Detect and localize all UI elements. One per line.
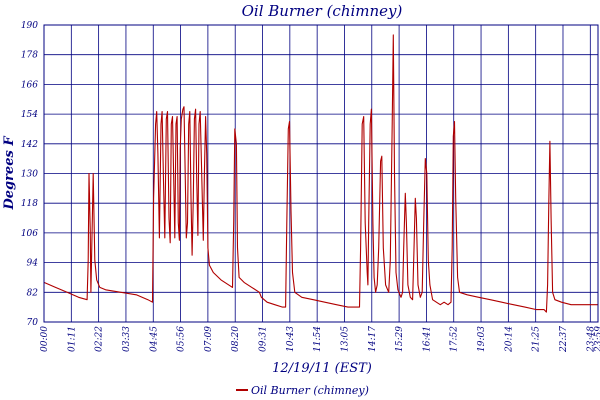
x-tick-label: 10:43 xyxy=(286,326,296,352)
plot-frame xyxy=(43,24,599,323)
legend: Oil Burner (chimney) xyxy=(236,384,369,397)
y-tick-label: 94 xyxy=(27,259,39,269)
x-tick-label: 15:29 xyxy=(395,326,405,352)
x-tick-label: 11:54 xyxy=(313,326,323,352)
y-tick-label: 106 xyxy=(21,229,38,239)
y-axis-title: Degrees F xyxy=(2,136,17,211)
x-tick-label: 17:52 xyxy=(450,326,460,352)
x-tick-label: 22:37 xyxy=(559,326,569,353)
x-tick-label: 21:25 xyxy=(532,326,542,353)
x-tick-label: 19:03 xyxy=(477,326,487,352)
x-tick-label: 01:11 xyxy=(67,326,77,352)
x-tick-label: 07:09 xyxy=(204,326,214,352)
y-tick-label: 118 xyxy=(21,199,38,209)
y-tick-label: 190 xyxy=(21,21,38,31)
y-tick-label: 130 xyxy=(21,170,38,180)
x-tick-label: 05:56 xyxy=(177,326,187,352)
y-tick-label: 166 xyxy=(21,80,38,90)
x-tick-label: 23:59 xyxy=(594,326,600,353)
x-axis-title: 12/19/11 (EST) xyxy=(272,361,372,376)
x-tick-label: 02:22 xyxy=(95,326,105,352)
x-tick-label: 20:14 xyxy=(504,326,514,353)
y-tick-label: 142 xyxy=(21,140,38,150)
legend-label: Oil Burner (chimney) xyxy=(251,384,369,397)
y-tick-label: 178 xyxy=(21,51,38,61)
y-tick-label: 70 xyxy=(27,318,39,328)
x-tick-label: 13:05 xyxy=(340,326,350,352)
y-tick-label: 82 xyxy=(27,288,39,298)
chart-title: Oil Burner (chimney) xyxy=(242,2,403,20)
x-tick-label: 03:33 xyxy=(122,326,132,352)
x-tick-label: 23:48 xyxy=(586,326,596,353)
x-tick-label: 09:31 xyxy=(259,326,269,352)
y-tick-label: 154 xyxy=(21,110,38,120)
y-axis-ticks: 70 82 94 106 118 130 142 154 166 178 190 xyxy=(21,21,38,328)
x-axis-ticks: 00:00 01:11 02:22 03:33 04:45 05:56 07:09 08:20… xyxy=(40,326,600,353)
series-line xyxy=(43,34,598,313)
x-tick-label: 14:17 xyxy=(368,326,378,352)
x-tick-label: 00:00 xyxy=(40,326,50,352)
x-tick-label: 04:45 xyxy=(149,326,159,352)
x-tick-label: 08:20 xyxy=(231,326,241,352)
series-layer xyxy=(43,34,598,313)
x-tick-label: 16:41 xyxy=(422,326,432,352)
